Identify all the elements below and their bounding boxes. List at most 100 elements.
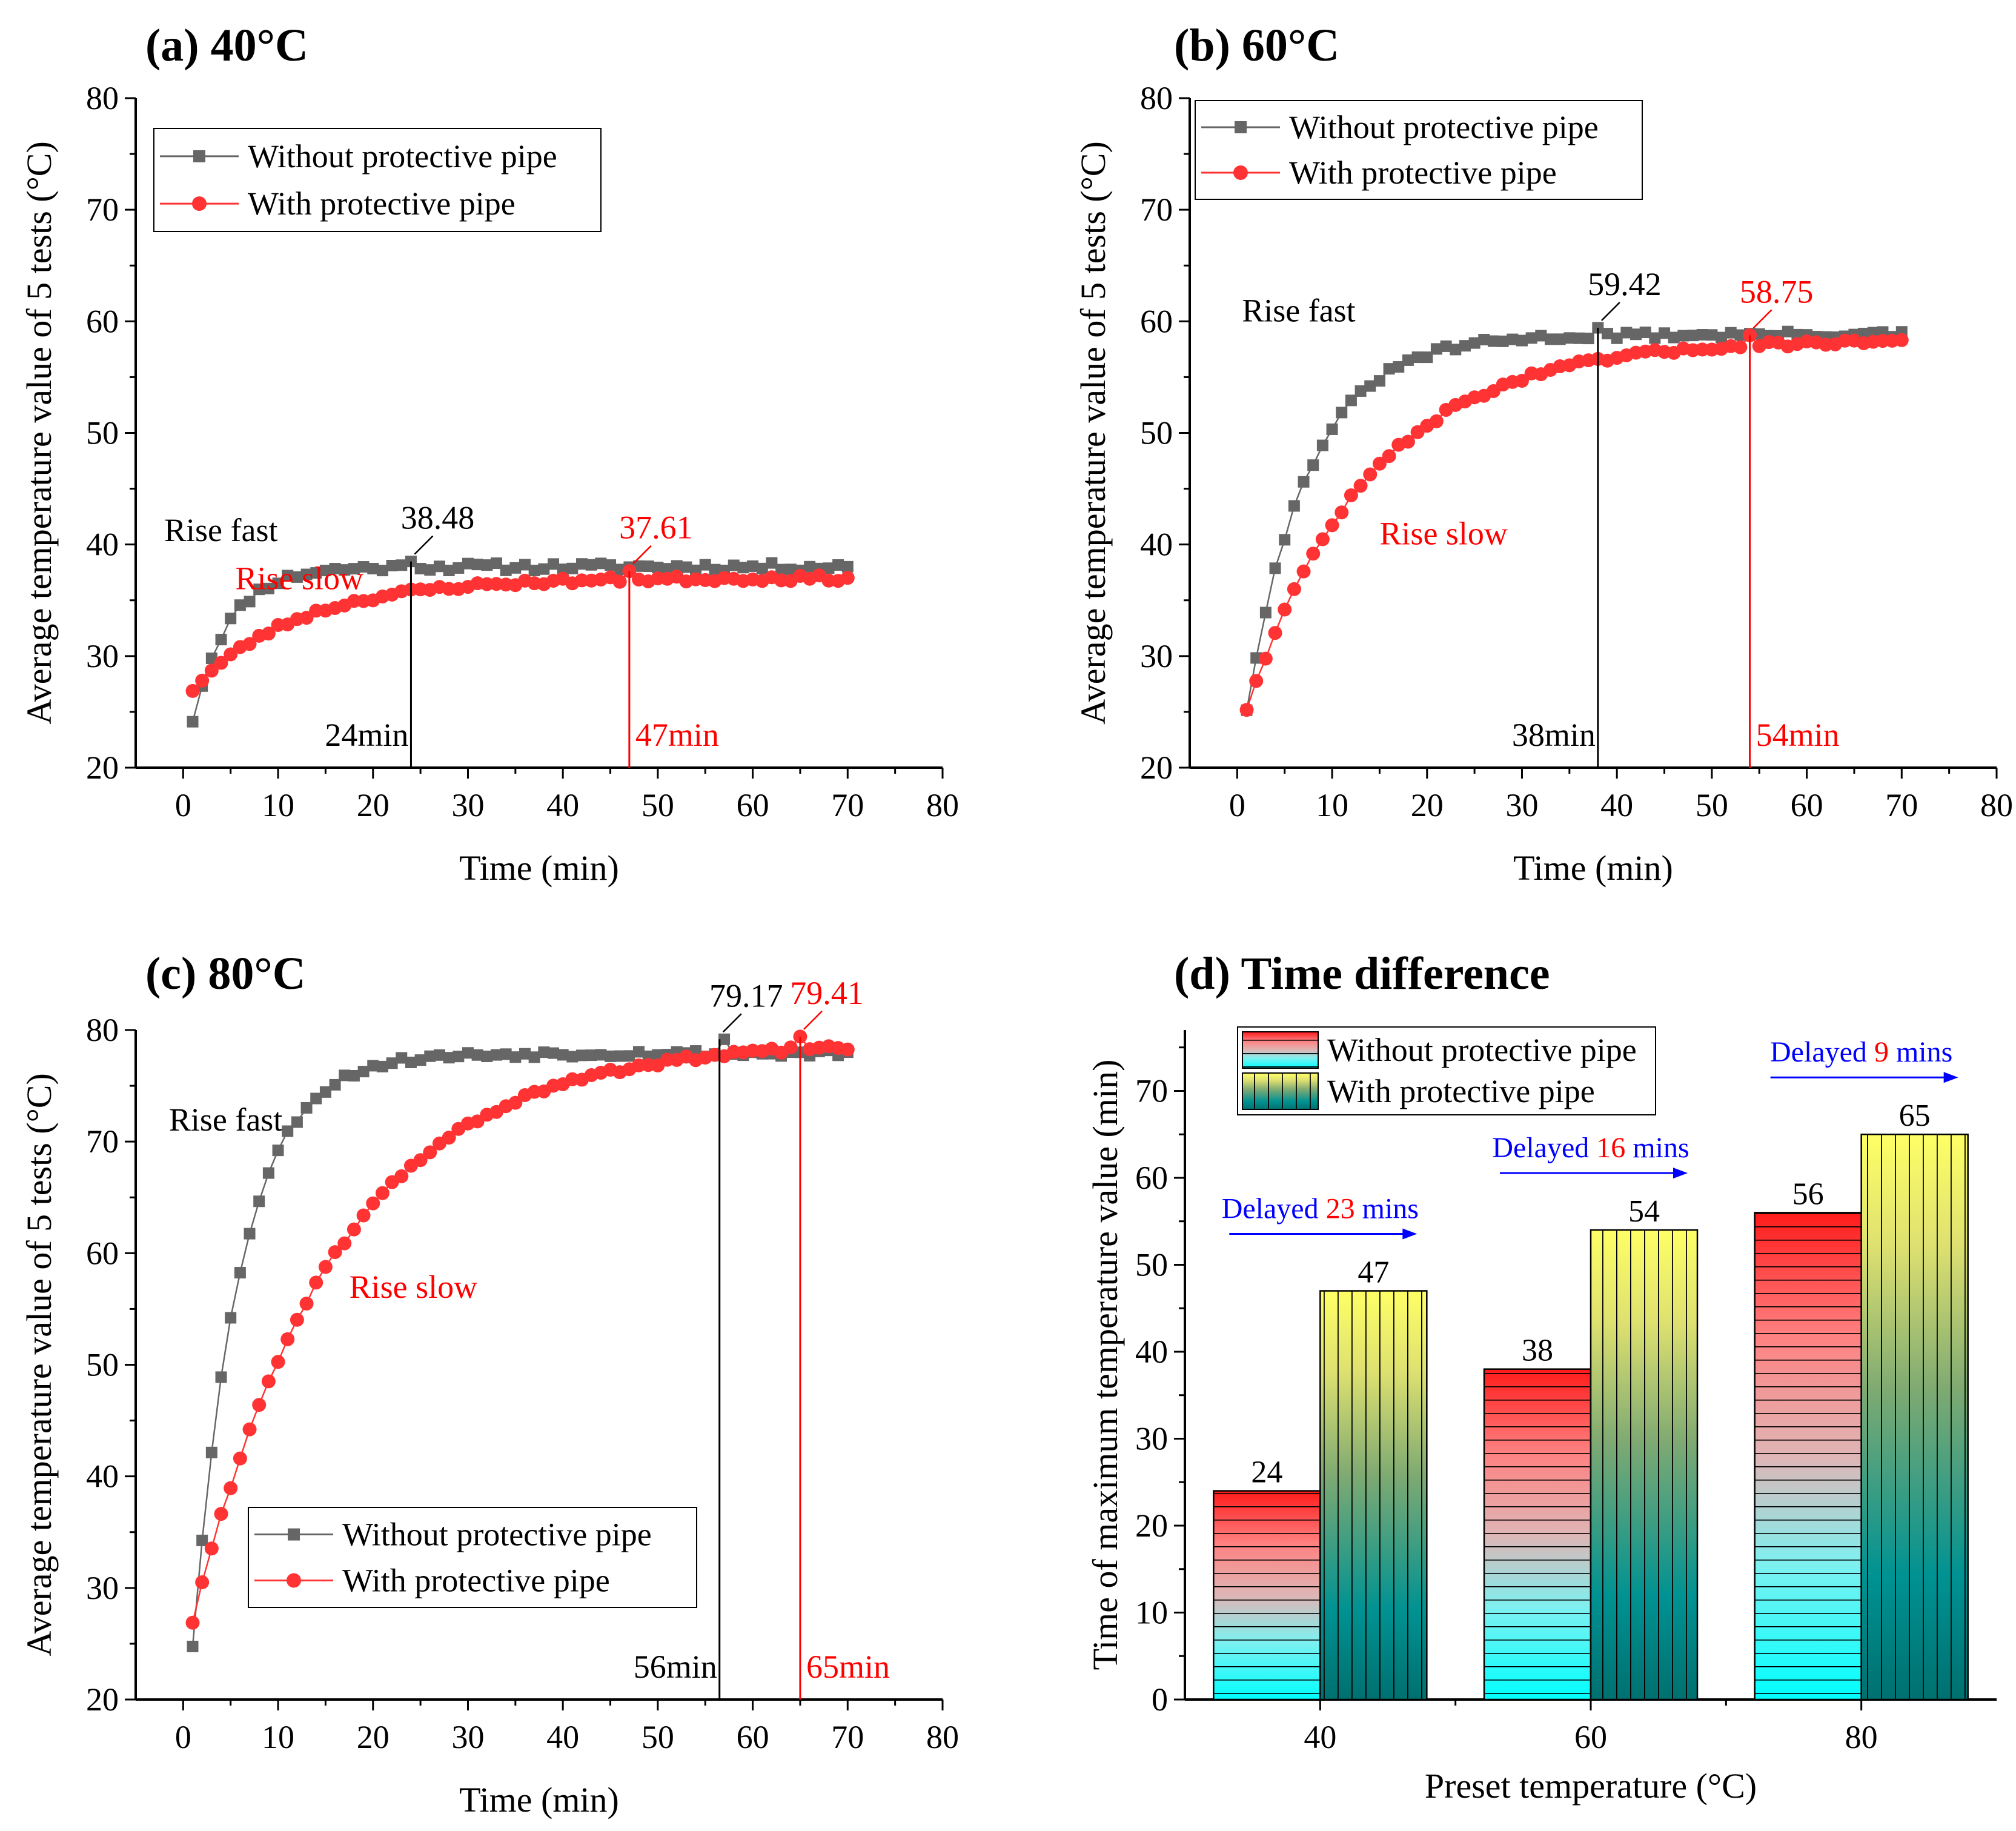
peak-time-label: 54min — [1756, 717, 1840, 753]
x-axis-title: Time (min) — [459, 1780, 619, 1819]
data-point — [443, 565, 455, 577]
data-point — [215, 1371, 227, 1383]
x-tick-label: 20 — [357, 1719, 390, 1755]
data-point — [262, 1167, 274, 1179]
data-point — [1696, 329, 1708, 341]
data-point — [272, 1145, 284, 1157]
legend-label-1: With protective pipe — [1327, 1073, 1595, 1109]
x-tick-label: 0 — [175, 1719, 191, 1755]
data-point — [585, 559, 597, 571]
data-point — [356, 1208, 371, 1223]
annotation-label: Rise slow — [236, 560, 364, 596]
data-point — [1268, 626, 1282, 640]
data-point — [1249, 674, 1264, 688]
data-point — [1573, 332, 1585, 344]
series-with — [185, 564, 855, 698]
data-point — [205, 1446, 217, 1458]
data-point — [1259, 606, 1272, 619]
data-point — [642, 560, 654, 573]
legend-marker-square — [288, 1528, 300, 1541]
data-point — [1478, 334, 1490, 346]
data-point — [262, 582, 274, 594]
data-point — [462, 1047, 474, 1059]
data-point — [1353, 479, 1368, 493]
bar-stripes — [1591, 1230, 1697, 1700]
y-axis-title: Average temperature value of 5 tests (°C… — [19, 141, 59, 725]
data-point — [548, 1047, 560, 1059]
data-point — [442, 1131, 456, 1145]
data-point — [1649, 332, 1661, 344]
data-point — [242, 1422, 257, 1437]
legend-box — [153, 128, 602, 232]
data-point — [690, 1045, 702, 1057]
data-point — [318, 1260, 333, 1274]
y-tick-label: 70 — [1140, 191, 1173, 228]
delay-label: Delayed 23 mins — [1222, 1193, 1419, 1225]
legend-marker-circle — [192, 196, 207, 211]
y-tick-label: 50 — [1135, 1246, 1168, 1283]
data-point — [299, 1296, 314, 1311]
data-point — [490, 557, 502, 570]
data-point — [595, 1049, 607, 1061]
data-point — [376, 1060, 388, 1072]
data-point — [1659, 327, 1671, 339]
data-point — [244, 1228, 256, 1240]
delay-label: Delayed 16 mins — [1492, 1132, 1689, 1164]
data-point — [204, 1541, 219, 1556]
y-tick-label: 0 — [1152, 1681, 1168, 1718]
peak-time-label: 24min — [325, 717, 408, 753]
data-point — [328, 1245, 342, 1260]
delay-prefix: Delayed — [1492, 1132, 1596, 1164]
y-tick-label: 40 — [86, 527, 119, 563]
bar-stripes — [1484, 1369, 1591, 1700]
data-point — [244, 596, 256, 608]
x-tick-label: 0 — [1229, 787, 1245, 823]
data-point — [1602, 328, 1614, 340]
data-point — [233, 1451, 247, 1466]
legend-swatch-outline — [1242, 1072, 1319, 1110]
x-tick-label: 10 — [262, 787, 294, 823]
x-tick-label: 70 — [831, 1719, 864, 1755]
delay-prefix: Delayed — [1770, 1036, 1874, 1068]
data-point — [783, 1040, 798, 1055]
peak-value-label: 59.42 — [1588, 266, 1662, 302]
data-point — [557, 1049, 569, 1061]
data-point — [185, 683, 200, 698]
data-point — [1363, 467, 1378, 482]
data-point — [310, 567, 322, 579]
y-tick-label: 70 — [86, 191, 119, 228]
data-point — [756, 562, 768, 574]
peak-leader-line — [722, 1013, 742, 1033]
data-point — [299, 611, 314, 625]
data-point — [337, 1236, 352, 1251]
data-point — [242, 637, 257, 651]
data-point — [309, 1275, 323, 1290]
y-tick-label: 50 — [86, 415, 119, 451]
data-point — [272, 577, 284, 590]
data-point — [557, 563, 569, 576]
y-tick-label: 10 — [1135, 1594, 1168, 1630]
legend-marker-square — [193, 150, 205, 162]
bar-outline — [1590, 1229, 1699, 1701]
x-axis-title: Time (min) — [459, 848, 619, 888]
legend-box — [1195, 100, 1643, 200]
data-point — [737, 562, 749, 574]
data-point — [605, 559, 617, 571]
data-point — [329, 1078, 341, 1091]
data-point — [282, 570, 294, 582]
data-point — [252, 1398, 267, 1412]
x-tick-label: 70 — [1885, 787, 1918, 823]
x-tick-label: 50 — [1696, 787, 1728, 823]
x-tick-label: 60 — [1574, 1719, 1607, 1755]
x-tick-label: 30 — [451, 1719, 484, 1755]
data-point — [766, 557, 778, 569]
delay-value: 23 — [1326, 1193, 1355, 1225]
data-point — [500, 1048, 512, 1060]
legend-label-with: With protective pipe — [342, 1562, 610, 1598]
y-tick-label: 60 — [1140, 303, 1173, 339]
peak-value-label: 79.17 — [709, 977, 783, 1014]
data-point — [1582, 333, 1594, 345]
data-point — [680, 561, 692, 573]
data-point — [1250, 652, 1262, 664]
data-point — [1421, 351, 1433, 364]
